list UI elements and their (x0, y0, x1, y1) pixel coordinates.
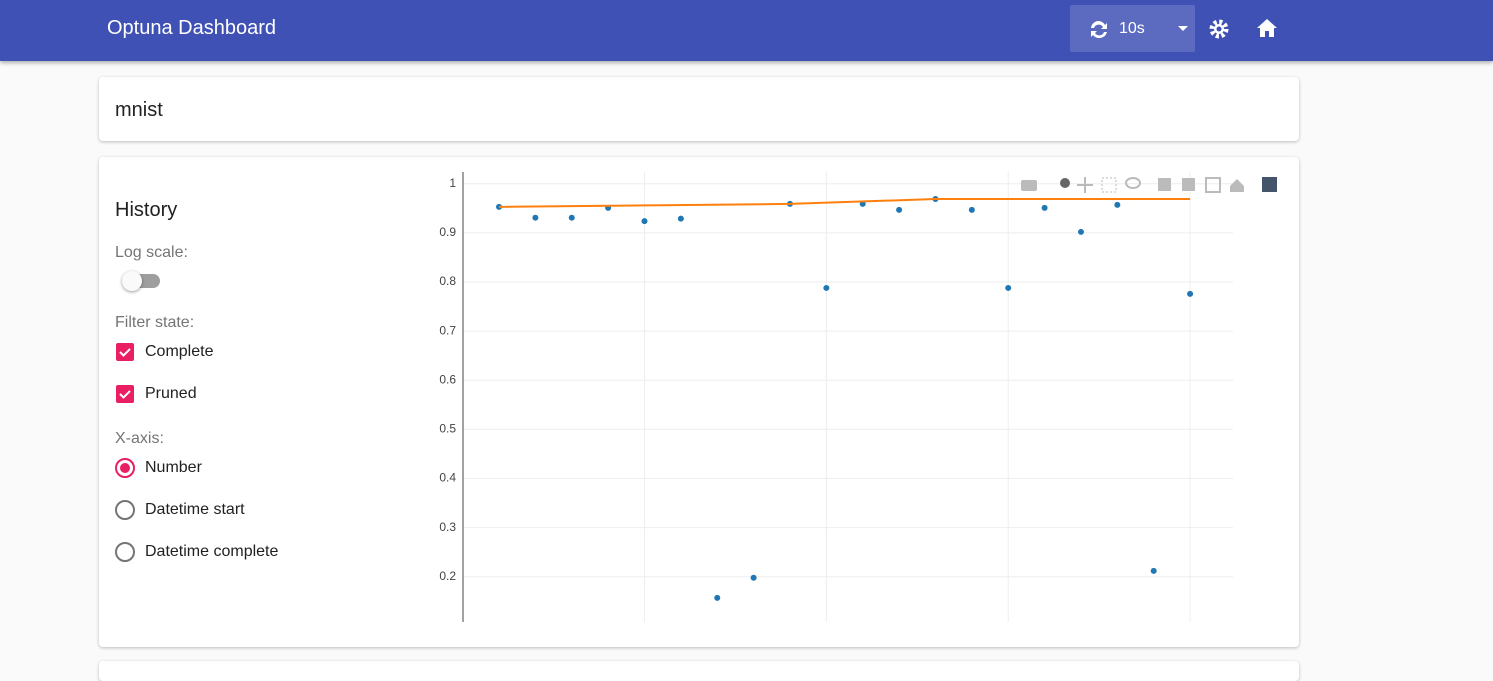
xaxis-option: Datetime complete (145, 543, 279, 560)
xaxis-option: Datetime start (145, 501, 245, 518)
app-bar: Optuna Dashboard 10s (0, 0, 1493, 61)
y-tick-label: 0.5 (439, 422, 456, 436)
xaxis-label: X-axis: (115, 430, 164, 447)
best-value-line (498, 198, 1191, 208)
refresh-select[interactable]: 10s (1070, 5, 1195, 52)
trial-point (1187, 290, 1194, 297)
xaxis-option: Number (145, 459, 202, 476)
trial-point (1150, 567, 1157, 574)
plot: 0.2 0.3 0.4 0.5 0.6 0.7 0.8 0.9 1 (439, 172, 1233, 622)
trial-point (641, 218, 648, 225)
y-tick-label: 0.4 (439, 471, 456, 485)
dropdown-arrow (1178, 26, 1188, 31)
settings-icon[interactable] (1208, 18, 1230, 40)
y-tick-label: 0.3 (439, 520, 456, 534)
history-card: History Log scale: Filter state: Complet… (99, 157, 1299, 647)
log-scale-label: Log scale: (115, 244, 188, 261)
y-tick-label: 0.2 (439, 569, 456, 583)
trial-point (568, 214, 575, 221)
trial-point (750, 574, 757, 581)
y-tick-label: 1 (449, 176, 456, 190)
chart: 0.2 0.3 0.4 0.5 0.6 0.7 0.8 0.9 1 (439, 172, 1277, 622)
y-tick-label: 0.9 (439, 225, 456, 239)
trial-point (1041, 204, 1048, 211)
trial-point (677, 215, 684, 222)
refresh-value: 10s (1119, 20, 1145, 37)
radio[interactable] (115, 500, 135, 520)
radio[interactable] (115, 458, 135, 478)
refresh-icon (1091, 20, 1107, 39)
trial-point (968, 206, 975, 213)
app-title: Optuna Dashboard (107, 17, 277, 39)
y-tick-label: 0.6 (439, 372, 456, 386)
filter-label: Filter state: (115, 314, 195, 331)
trial-point (1005, 284, 1012, 291)
trial-point (1114, 201, 1121, 208)
study-card: mnist (99, 77, 1299, 141)
home-icon[interactable] (1256, 18, 1278, 38)
history-title: History (115, 199, 178, 221)
filter-option: Pruned (145, 385, 197, 402)
y-tick-label: 0.7 (439, 323, 456, 337)
study-title: mnist (115, 99, 163, 121)
filter-option: Complete (145, 343, 214, 360)
modebar[interactable] (1021, 177, 1277, 193)
log-scale-switch[interactable] (122, 271, 160, 291)
checkbox[interactable] (116, 385, 134, 403)
checkbox[interactable] (116, 343, 134, 361)
radio[interactable] (115, 542, 135, 562)
trial-point (896, 206, 903, 213)
y-tick-label: 0.8 (439, 274, 456, 288)
trial-point (823, 284, 830, 291)
trial-point (532, 214, 539, 221)
trial-point (1077, 228, 1084, 235)
trial-point (714, 594, 721, 601)
page: Optuna Dashboard 10s mnist History Log s… (0, 0, 1493, 647)
